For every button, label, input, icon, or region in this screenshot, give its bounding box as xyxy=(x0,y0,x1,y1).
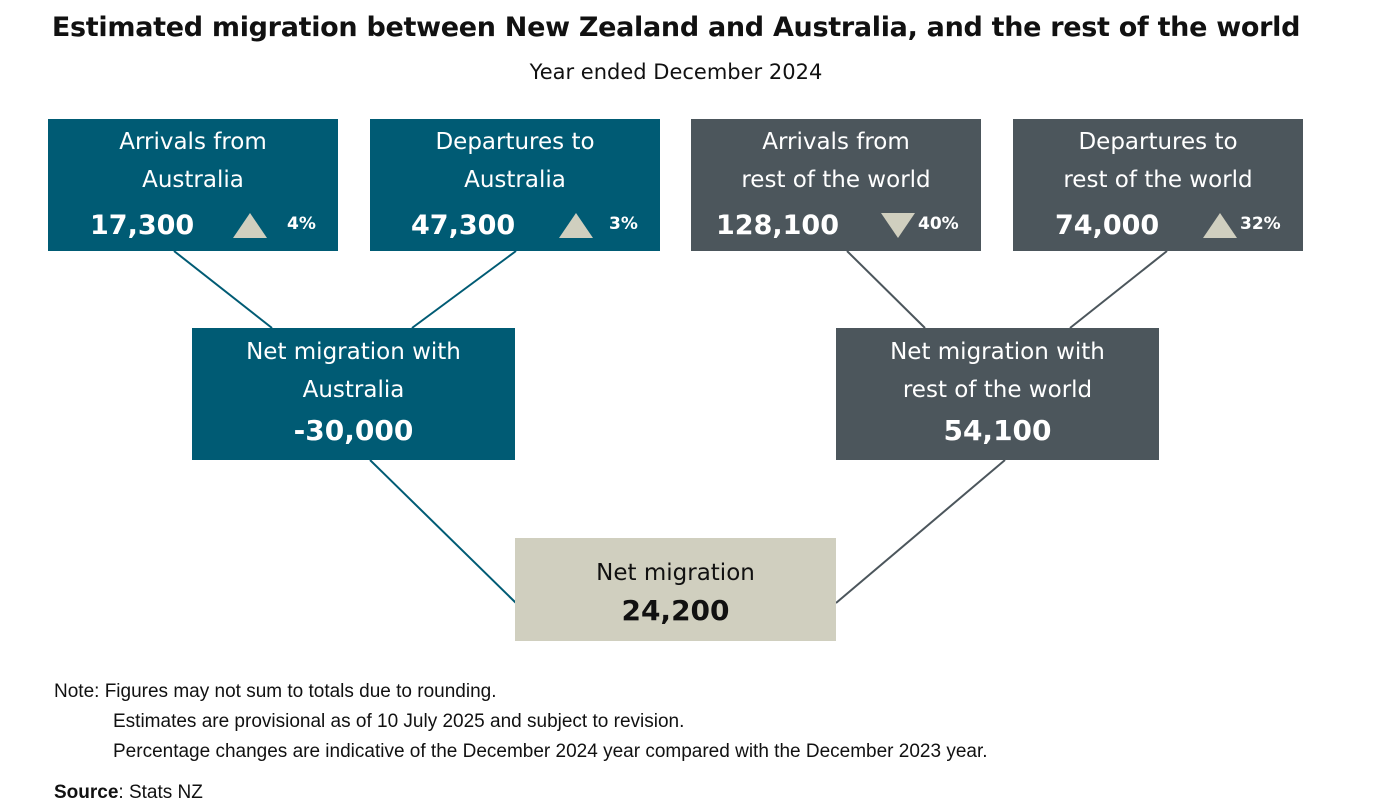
chart-title: Estimated migration between New Zealand … xyxy=(51,12,1301,43)
note-line: Note: Figures may not sum to totals due … xyxy=(54,681,497,702)
box-label-line1: Net migration with xyxy=(246,339,461,365)
triangle-up-icon xyxy=(1203,213,1237,238)
box-label-line1: Departures to xyxy=(1078,129,1238,155)
connector-net-row xyxy=(835,459,1006,604)
connector-departures-row xyxy=(1069,250,1168,329)
box-label-line2: Australia xyxy=(464,167,566,193)
departures-au-value: 47,300 xyxy=(411,210,516,241)
departures-au-pct: 3% xyxy=(609,214,638,234)
chart-subtitle: Year ended December 2024 xyxy=(529,60,823,84)
arrivals-au-value: 17,300 xyxy=(90,210,195,241)
box-label-line2: rest of the world xyxy=(1063,167,1253,193)
net-migration-rest-of-world-box: Net migration with rest of the world 54,… xyxy=(836,328,1159,460)
box-label-line2: Australia xyxy=(302,377,405,403)
arrivals-row-pct: 40% xyxy=(918,214,959,234)
notes: Note: Figures may not sum to totals due … xyxy=(54,677,988,767)
connector-arrivals-au xyxy=(173,250,273,329)
triangle-up-icon xyxy=(559,213,593,238)
net-au-value: -30,000 xyxy=(293,414,414,447)
departures-row-value: 74,000 xyxy=(1055,210,1160,241)
arrivals-from-rest-of-world-box: Arrivals from rest of the world 128,100 … xyxy=(691,119,981,251)
triangle-down-icon xyxy=(881,213,915,238)
note-line: Percentage changes are indicative of the… xyxy=(113,741,988,762)
departures-to-australia-box: Departures to Australia 47,300 3% xyxy=(370,119,660,251)
box-label-line2: rest of the world xyxy=(902,377,1093,403)
note-line: Estimates are provisional as of 10 July … xyxy=(113,711,685,732)
connector-arrivals-row xyxy=(846,250,926,329)
net-row-value: 54,100 xyxy=(943,414,1052,447)
source-line: Source: Stats NZ xyxy=(54,782,203,804)
connector-net-au xyxy=(369,459,517,604)
departures-to-rest-of-world-box: Departures to rest of the world 74,000 3… xyxy=(1013,119,1303,251)
net-migration-australia-box: Net migration with Australia -30,000 xyxy=(192,328,515,460)
box-label-line2: rest of the world xyxy=(741,167,931,193)
box-label-line1: Arrivals from xyxy=(119,129,267,155)
connector-departures-au xyxy=(411,250,517,329)
source-label: Source xyxy=(54,782,119,803)
net-migration-total-box: Net migration 24,200 xyxy=(515,538,836,641)
arrivals-row-value: 128,100 xyxy=(716,210,839,241)
arrivals-from-australia-box: Arrivals from Australia 17,300 4% xyxy=(48,119,338,251)
departures-row-pct: 32% xyxy=(1240,214,1281,234)
net-total-label: Net migration xyxy=(596,560,755,586)
triangle-up-icon xyxy=(233,213,267,238)
box-label-line1: Arrivals from xyxy=(762,129,910,155)
box-label-line1: Departures to xyxy=(435,129,595,155)
box-label-line2: Australia xyxy=(142,167,244,193)
source-value: : Stats NZ xyxy=(118,782,203,803)
net-total-value: 24,200 xyxy=(621,594,730,627)
arrivals-au-pct: 4% xyxy=(287,214,316,234)
box-label-line1: Net migration with xyxy=(890,339,1105,365)
